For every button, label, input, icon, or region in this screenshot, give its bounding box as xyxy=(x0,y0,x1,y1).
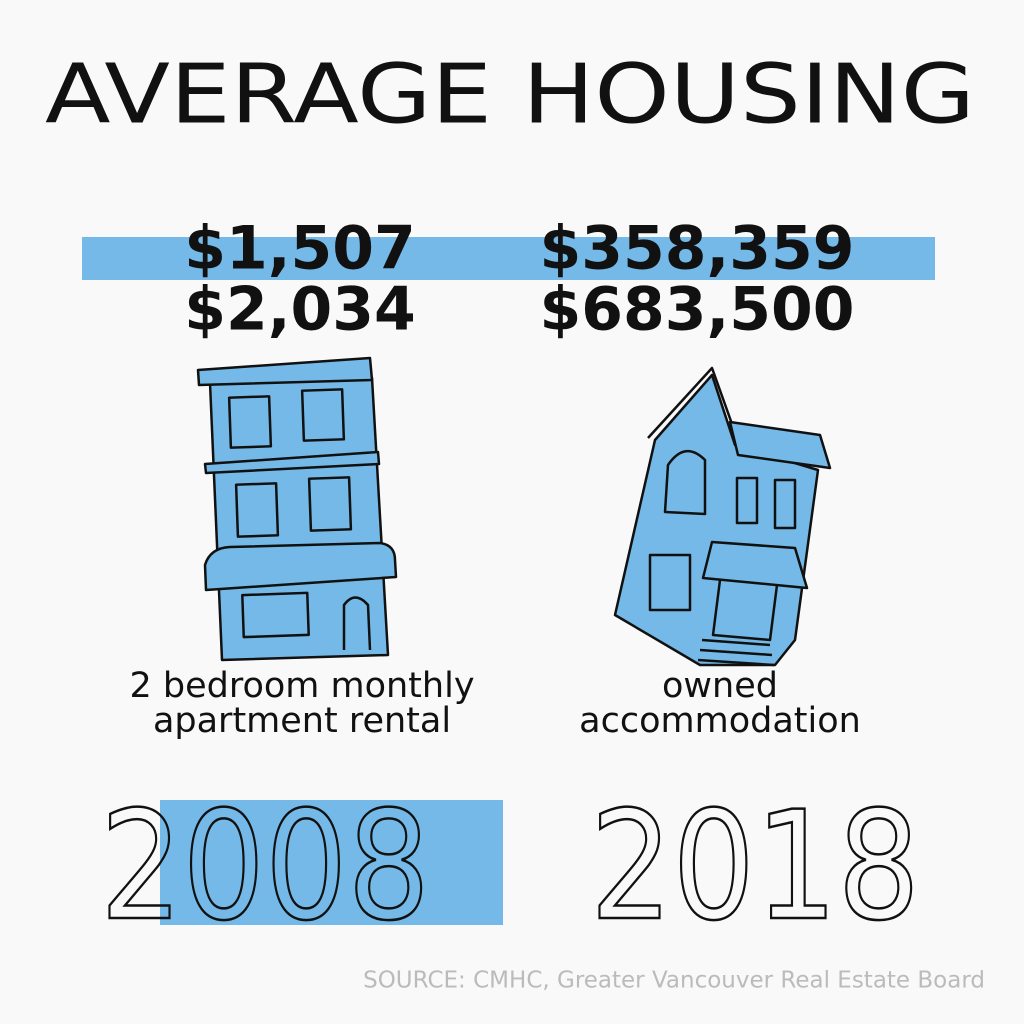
house-icon xyxy=(613,366,832,667)
column-label: accommodation xyxy=(579,701,861,741)
source: SOURCE: CMHC, Greater Vancouver Real Est… xyxy=(363,968,985,994)
year-legend: 2018 xyxy=(590,780,920,954)
year-highlight xyxy=(160,800,503,925)
apartment-icon xyxy=(196,356,398,662)
value-2008: $358,359 xyxy=(539,214,854,284)
title: AVERAGE HOUSING xyxy=(45,47,975,142)
column-label: apartment rental xyxy=(153,701,451,741)
value-2018: $683,500 xyxy=(539,275,854,345)
value-2008: $1,507 xyxy=(184,214,416,284)
column-label: 2 bedroom monthly xyxy=(129,666,474,706)
value-2018: $2,034 xyxy=(184,275,416,345)
column-label: owned xyxy=(662,666,778,706)
highlight-bar xyxy=(82,237,935,280)
year-legend: 2008 xyxy=(100,780,430,954)
